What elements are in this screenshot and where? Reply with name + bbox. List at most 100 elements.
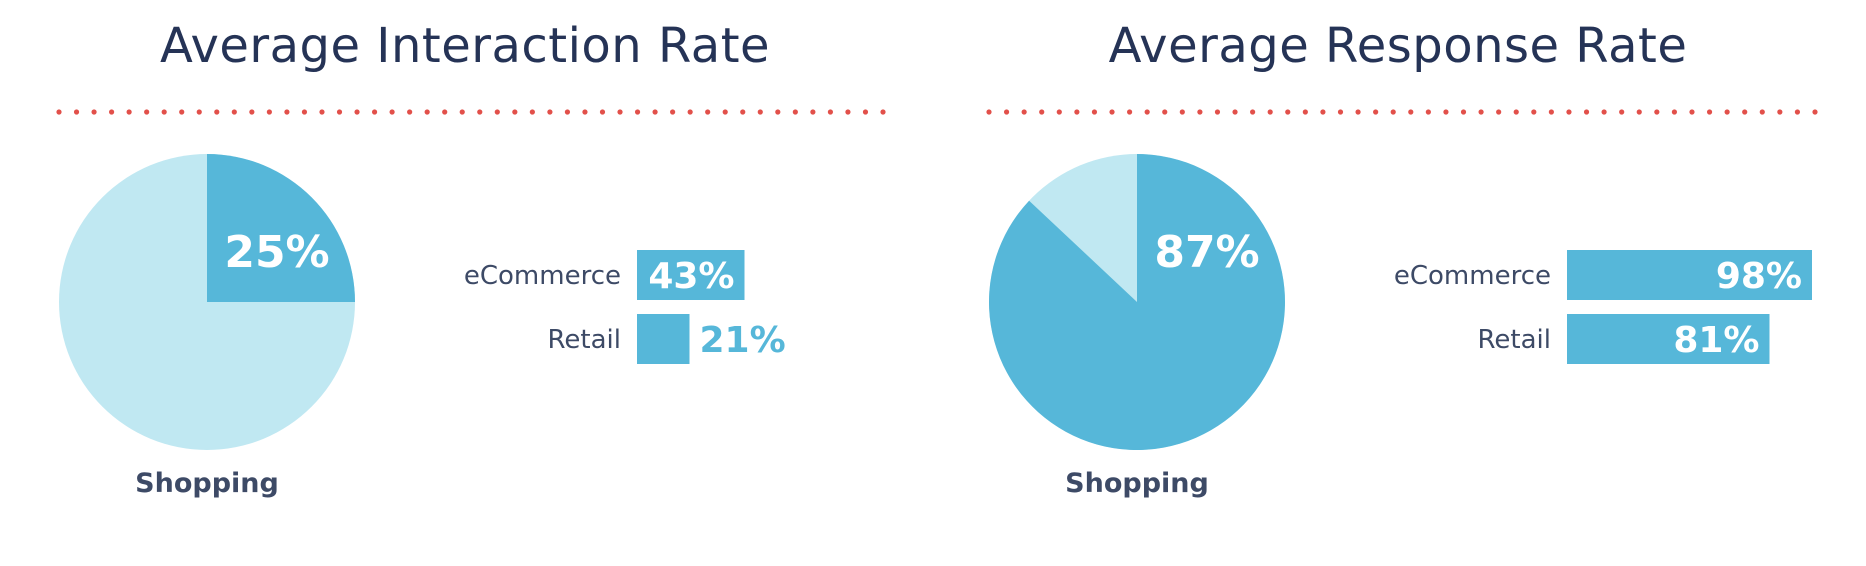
divider-dot [1619,109,1625,115]
bar-value-label: 81% [1673,320,1759,361]
divider-dot [1759,109,1765,115]
divider-dot [231,109,237,115]
divider-dot [582,109,588,115]
divider-dot [266,109,272,115]
response-rate-panel: Average Response Rate 87% Shopping eCommer… [930,0,1866,566]
bar-ecommerce [1567,250,1812,300]
bar-value-label: 21% [700,320,786,361]
divider-dot [1285,109,1291,115]
divider-dot [477,109,483,115]
pie-value-label: 25% [224,227,329,278]
divider-dot [494,109,500,115]
bar-retail [1567,314,1770,364]
bar-value-label: 43% [648,256,734,297]
divider-dot [108,109,115,115]
divider-dot [442,109,448,115]
divider-dot [705,109,711,115]
divider-dot [1373,109,1379,115]
divider-dot [1091,109,1098,115]
bar-ecommerce [637,250,745,300]
divider-dot [1337,109,1344,115]
dotted-divider [56,109,886,115]
divider-dot [1179,109,1185,115]
divider-dot [827,109,834,115]
divider-dot [1214,109,1221,115]
bar-category-label: eCommerce [464,261,621,291]
bar-value-label: 98% [1716,256,1802,297]
divider-dot [354,109,360,115]
divider-dot [1724,109,1730,115]
bar-category-label: eCommerce [1394,261,1551,291]
divider-dot [1162,109,1168,115]
divider-dot [1636,109,1642,115]
chart-title: Average Interaction Rate [159,18,771,74]
divider-dot [389,109,395,115]
divider-dot [1742,109,1748,115]
divider-dot [670,109,676,115]
divider-dot [617,109,623,115]
divider-dot [1671,109,1678,115]
interaction-rate-panel: Average Interaction Rate 25% Shopping eCom… [0,0,930,566]
divider-dot [1566,109,1572,115]
divider-dot [91,109,97,115]
divider-dot [740,109,746,115]
divider-dot [1267,109,1273,115]
divider-dot [1601,109,1607,115]
divider-dot [1355,109,1361,115]
divider-dot [1390,109,1396,115]
divider-dot [1777,109,1783,115]
divider-dot [1021,109,1027,115]
divider-dot [1496,109,1502,115]
divider-dot [1126,109,1133,115]
interaction-rate-chart: 25% Shopping eCommerce 43% Retail 21% [59,154,786,499]
divider-dot [1513,109,1519,115]
divider-dot [459,109,465,115]
divider-dot [722,109,728,115]
divider-dot [512,109,518,115]
divider-dot [214,109,220,115]
divider-dot [986,109,992,115]
divider-dot [144,109,150,115]
bar-category-label: Retail [1478,325,1551,355]
divider-dot [845,109,851,115]
divider-dot [1425,109,1431,115]
divider-dot [336,109,343,115]
divider-dot [1003,109,1010,115]
divider-dot [775,109,781,115]
divider-dot [161,109,167,115]
divider-dot [1548,109,1554,115]
divider-dot [1531,109,1537,115]
bar-retail [637,314,690,364]
divider-dot [1144,109,1150,115]
divider-dot [1302,109,1308,115]
divider-dot [599,109,606,115]
divider-dot [1074,109,1080,115]
divider-dot [179,109,185,115]
divider-dot [301,109,308,115]
divider-dot [126,109,132,115]
divider-dot [407,109,413,115]
divider-dot [792,109,798,115]
divider-dot [1794,109,1801,115]
divider-dot [880,109,886,115]
divider-dot [371,109,378,115]
divider-dot [529,109,535,115]
divider-dot [196,109,202,115]
divider-dot [862,109,869,115]
divider-dot [1812,109,1818,115]
pie-value-label: 87% [1154,227,1259,278]
divider-dot [564,109,571,115]
divider-dot [319,109,325,115]
divider-dot [73,109,80,115]
bar-category-label: Retail [548,325,621,355]
pie-category-label: Shopping [1065,468,1209,499]
divider-dot [1443,109,1449,115]
divider-dot [757,109,763,115]
divider-dot [1232,109,1238,115]
divider-dot [284,109,290,115]
pie-slice-shopping [207,154,355,302]
pie-slice-shopping [989,154,1286,450]
divider-dot [634,109,641,115]
divider-dot [1109,109,1115,115]
divider-dot [1706,109,1713,115]
